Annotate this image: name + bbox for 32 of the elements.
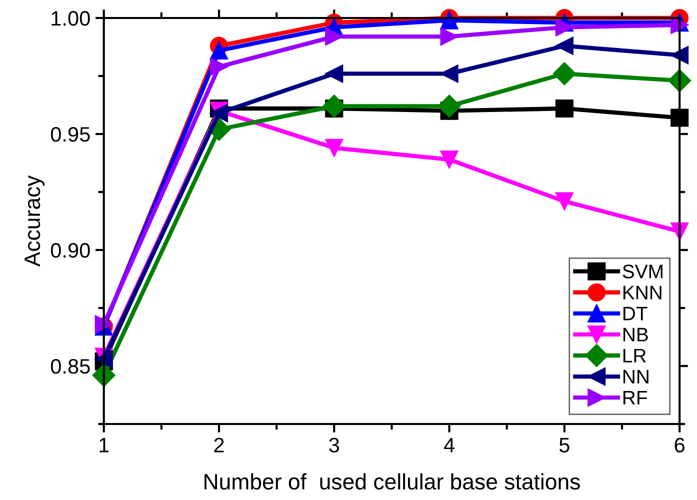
- legend-label: NN: [623, 370, 648, 384]
- point: [555, 99, 574, 118]
- point: [670, 108, 689, 127]
- point: [440, 28, 458, 46]
- point: [322, 94, 346, 118]
- legend-label: KNN: [623, 286, 662, 300]
- point: [325, 138, 344, 157]
- point: [438, 94, 461, 118]
- point: [440, 150, 458, 169]
- legend-label: NB: [623, 328, 648, 342]
- y-axis-title: Accuracy: [24, 175, 45, 267]
- point: [552, 62, 576, 86]
- point: [325, 64, 344, 83]
- legend-label: SVM: [622, 264, 662, 278]
- x-tick-label: 2: [214, 438, 224, 452]
- y-tick-label: 0.85: [50, 359, 90, 374]
- point: [555, 192, 574, 210]
- x-tick-label: 4: [444, 438, 454, 452]
- point: [555, 36, 574, 55]
- point: [210, 58, 228, 76]
- x-tick-label: 6: [674, 438, 684, 452]
- x-tick-label: 3: [329, 438, 340, 452]
- legend-label: LR: [623, 348, 646, 362]
- legend-label: RF: [623, 391, 648, 404]
- x-tick-label: 1: [100, 438, 109, 452]
- x-tick-label: 5: [559, 438, 570, 452]
- point: [210, 41, 228, 60]
- y-tick-label: 1.00: [52, 11, 90, 26]
- y-tick-label: 0.95: [50, 127, 90, 142]
- y-tick-label: 0.90: [50, 243, 90, 258]
- x-axis-title: Number of used cellular base stations: [204, 473, 580, 490]
- legend-label: DT: [623, 306, 648, 320]
